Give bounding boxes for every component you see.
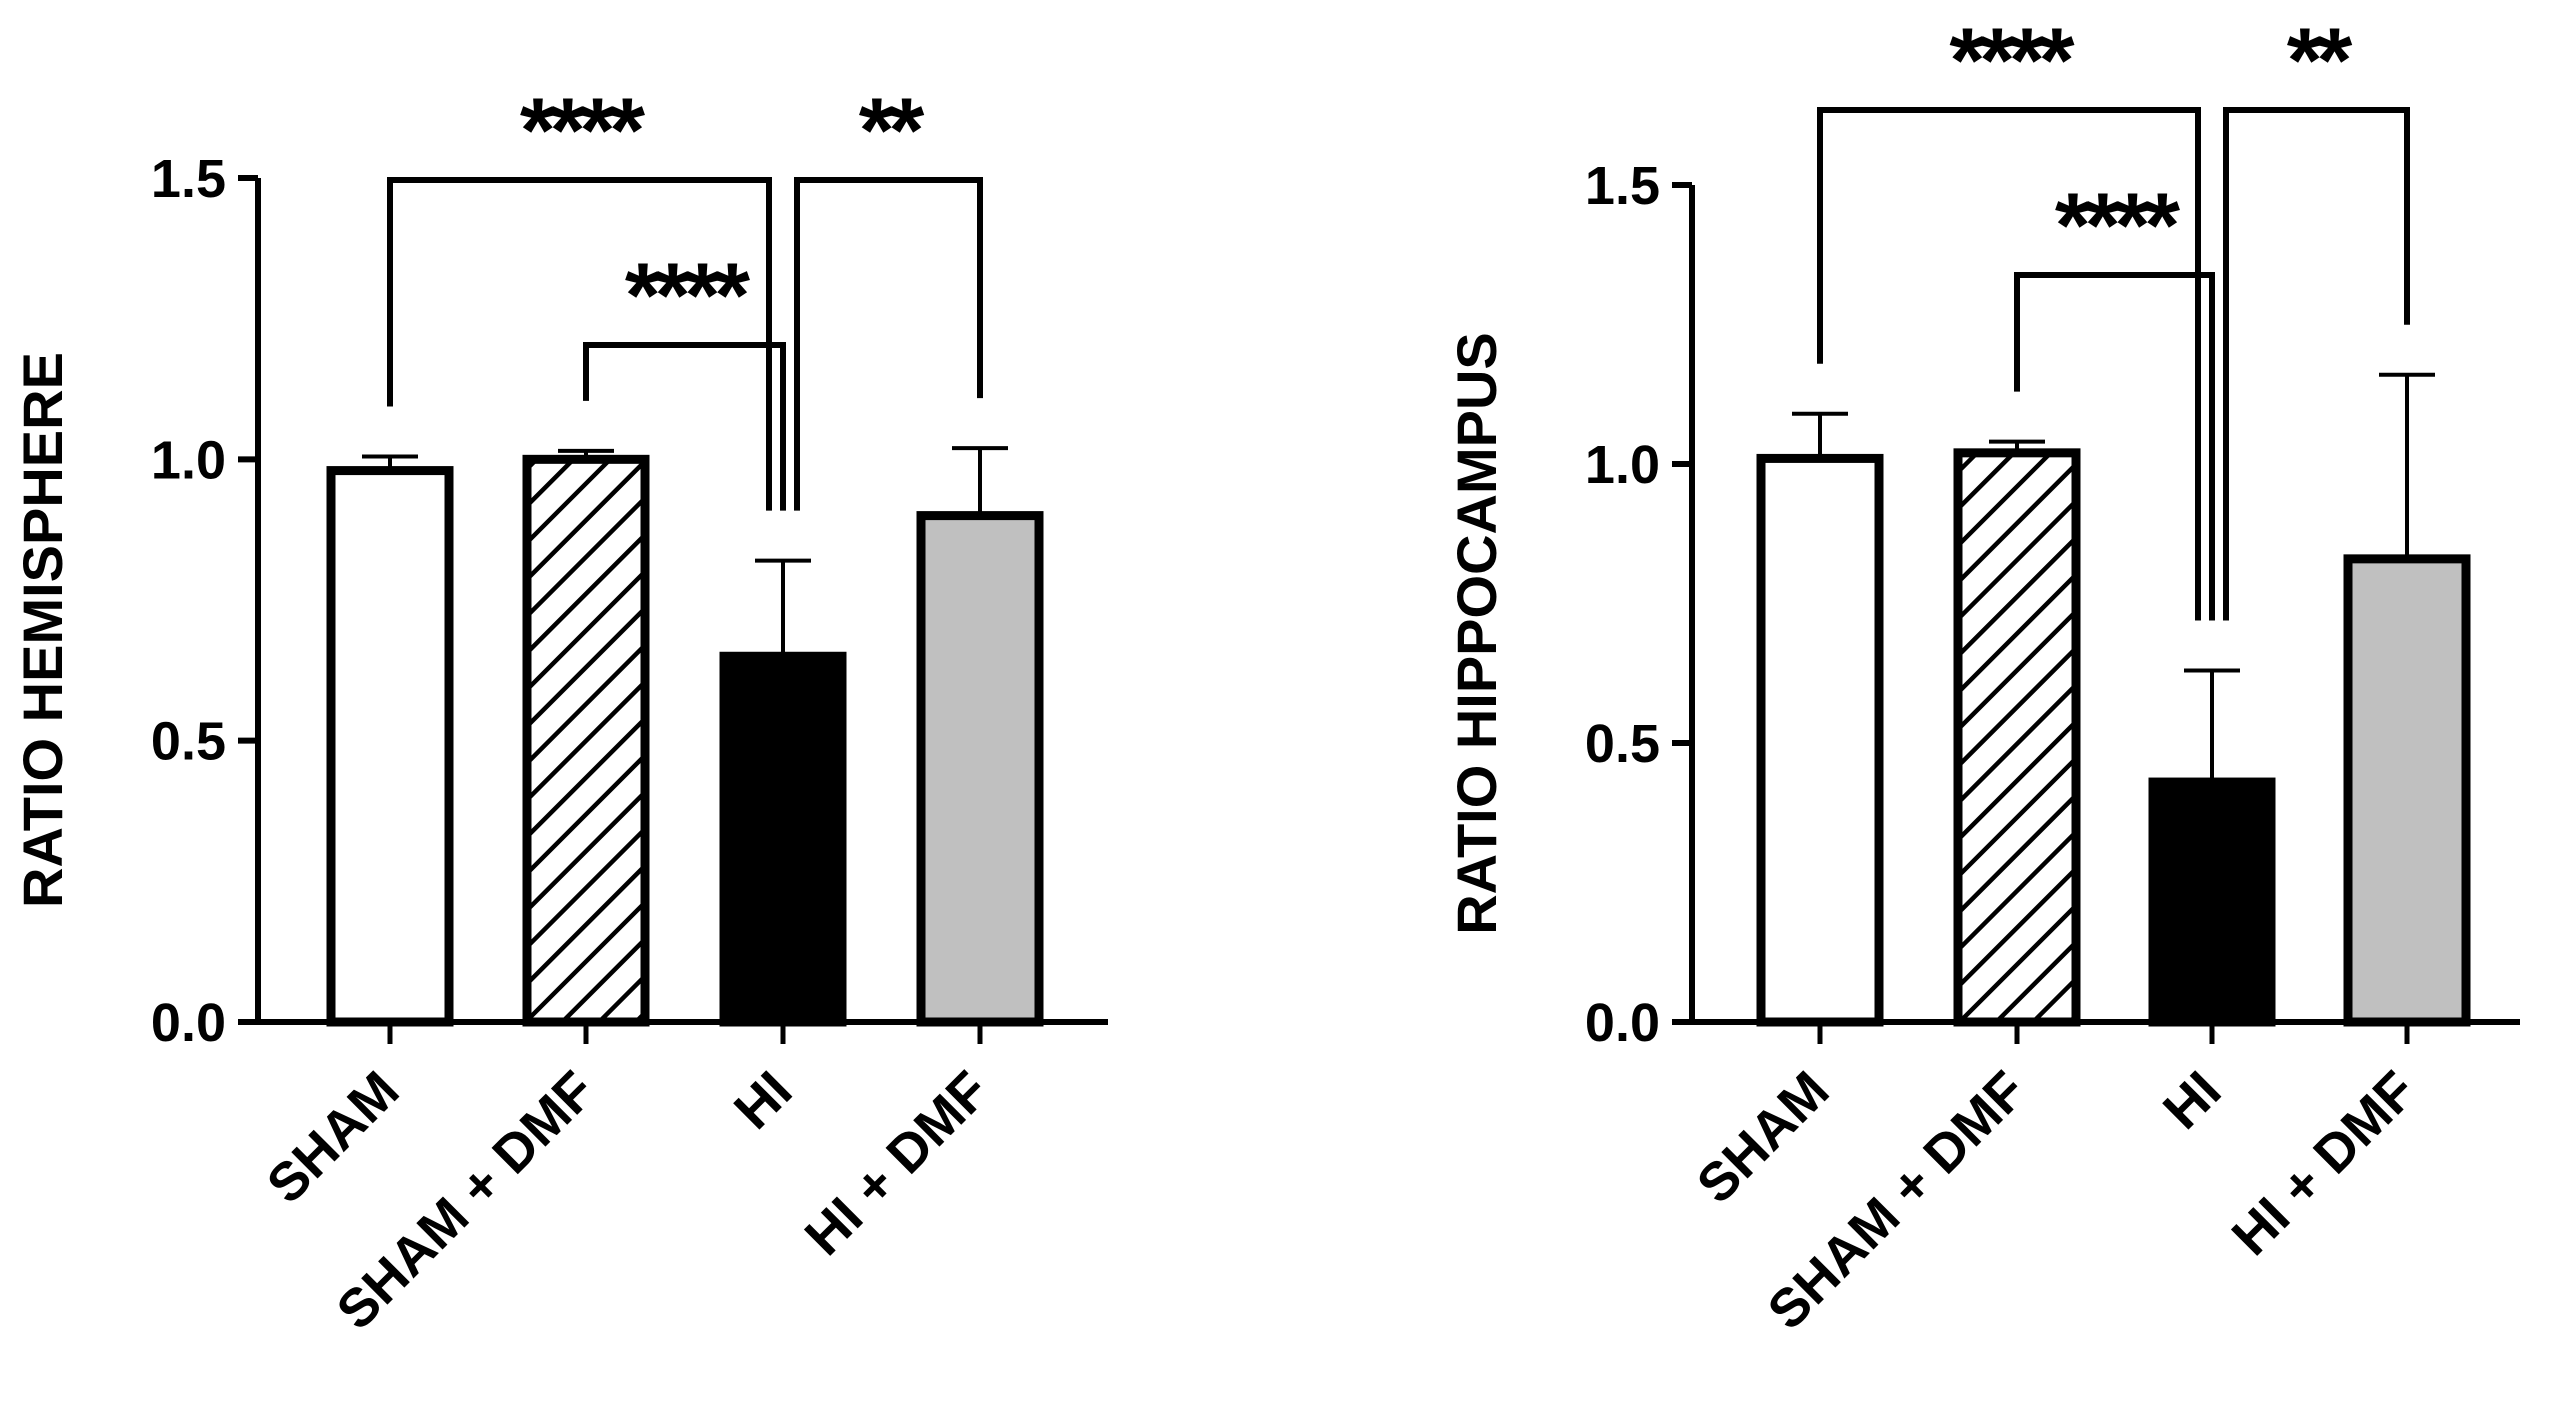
bar	[522, 454, 650, 1027]
y-tick-label: 1.0	[1585, 435, 1660, 495]
significance-label: **	[2287, 10, 2353, 112]
bar	[916, 511, 1044, 1027]
significance-label: ****	[520, 80, 645, 182]
bar	[2148, 777, 2276, 1027]
significance-label: **	[859, 80, 925, 182]
y-tick-label: 1.5	[1585, 156, 1660, 216]
bar	[1953, 448, 2081, 1027]
y-tick-label: 0.5	[1585, 714, 1660, 774]
significance-label: ****	[2055, 175, 2180, 277]
significance-bracket	[794, 177, 983, 511]
x-tick-label: HI	[723, 1060, 804, 1141]
x-tick-label: HI	[2152, 1060, 2233, 1141]
significance-label: ****	[1949, 10, 2074, 112]
bar	[1756, 453, 1884, 1027]
y-tick-label: 1.0	[151, 430, 226, 490]
significance-bracket	[1817, 107, 2201, 621]
x-tick-label: SHAM	[256, 1060, 411, 1215]
y-tick-label: 0.0	[1585, 993, 1660, 1053]
y-tick-label: 1.5	[151, 149, 226, 209]
x-tick-label: SHAM	[1686, 1060, 1841, 1215]
y-axis-title: RATIO HEMISPHERE	[11, 352, 74, 908]
bar	[326, 466, 454, 1027]
y-axis-title: RATIO HIPPOCAMPUS	[1445, 332, 1508, 935]
bar	[2343, 554, 2471, 1027]
bar	[719, 651, 847, 1027]
y-tick-label: 0.5	[151, 712, 226, 772]
significance-bracket	[2014, 272, 2215, 621]
y-tick-label: 0.0	[151, 993, 226, 1053]
x-tick-label: HI + DMF	[794, 1060, 1001, 1267]
significance-label: ****	[625, 245, 750, 347]
significance-bracket	[583, 342, 786, 511]
x-tick-label: HI + DMF	[2221, 1060, 2428, 1267]
significance-bracket	[2223, 107, 2410, 621]
